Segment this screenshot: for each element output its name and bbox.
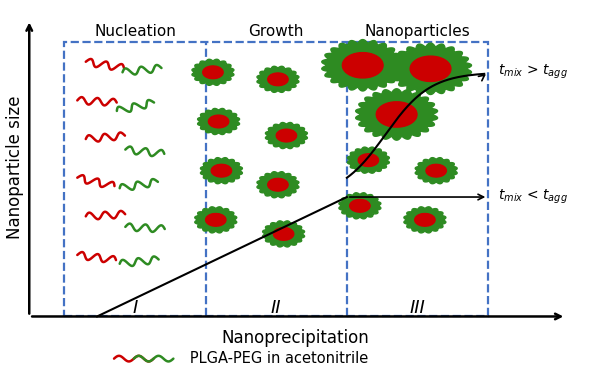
Text: Nanoparticle size: Nanoparticle size [6, 95, 24, 239]
Polygon shape [265, 122, 307, 149]
Polygon shape [415, 214, 435, 226]
Polygon shape [276, 129, 296, 142]
Text: III: III [410, 299, 425, 317]
Polygon shape [410, 56, 451, 81]
Polygon shape [263, 221, 305, 247]
Polygon shape [197, 108, 239, 135]
Polygon shape [203, 66, 223, 79]
Polygon shape [415, 158, 457, 184]
Polygon shape [274, 228, 294, 240]
Polygon shape [426, 165, 446, 177]
Polygon shape [268, 73, 288, 86]
Text: PLGA-PEG in acetonitrile: PLGA-PEG in acetonitrile [176, 351, 368, 366]
Polygon shape [200, 158, 242, 184]
Polygon shape [358, 154, 379, 166]
Polygon shape [389, 43, 472, 95]
Polygon shape [322, 40, 404, 91]
Polygon shape [206, 214, 226, 226]
Polygon shape [268, 178, 288, 191]
Polygon shape [192, 59, 234, 86]
Polygon shape [376, 102, 417, 127]
Text: Nanoprecipitation: Nanoprecipitation [221, 329, 369, 347]
Polygon shape [257, 172, 299, 198]
Polygon shape [257, 66, 299, 92]
Text: t$_{mix}$ < t$_{agg}$: t$_{mix}$ < t$_{agg}$ [499, 188, 568, 206]
Polygon shape [415, 214, 435, 226]
Polygon shape [268, 178, 288, 191]
Polygon shape [206, 214, 226, 226]
Polygon shape [376, 102, 417, 127]
Polygon shape [343, 53, 383, 78]
Text: Nucleation: Nucleation [94, 24, 176, 40]
Text: Nanoparticles: Nanoparticles [365, 24, 470, 40]
Polygon shape [208, 115, 229, 128]
Polygon shape [404, 207, 446, 233]
Polygon shape [356, 89, 437, 140]
Text: Growth: Growth [248, 24, 304, 40]
Bar [64, 43, 488, 317]
Polygon shape [410, 56, 451, 81]
Text: I: I [133, 299, 137, 317]
Polygon shape [203, 66, 223, 79]
Text: t$_{mix}$ > t$_{agg}$: t$_{mix}$ > t$_{agg}$ [499, 63, 568, 81]
Polygon shape [211, 165, 232, 177]
Polygon shape [208, 115, 229, 128]
Polygon shape [350, 200, 370, 212]
Polygon shape [274, 228, 294, 240]
Polygon shape [358, 154, 379, 166]
Polygon shape [268, 73, 288, 86]
Polygon shape [426, 165, 446, 177]
Polygon shape [195, 207, 237, 233]
Polygon shape [347, 147, 389, 173]
Polygon shape [343, 53, 383, 78]
Polygon shape [211, 165, 232, 177]
Polygon shape [276, 129, 296, 142]
Text: II: II [271, 299, 281, 317]
Polygon shape [350, 200, 370, 212]
Polygon shape [339, 193, 381, 219]
